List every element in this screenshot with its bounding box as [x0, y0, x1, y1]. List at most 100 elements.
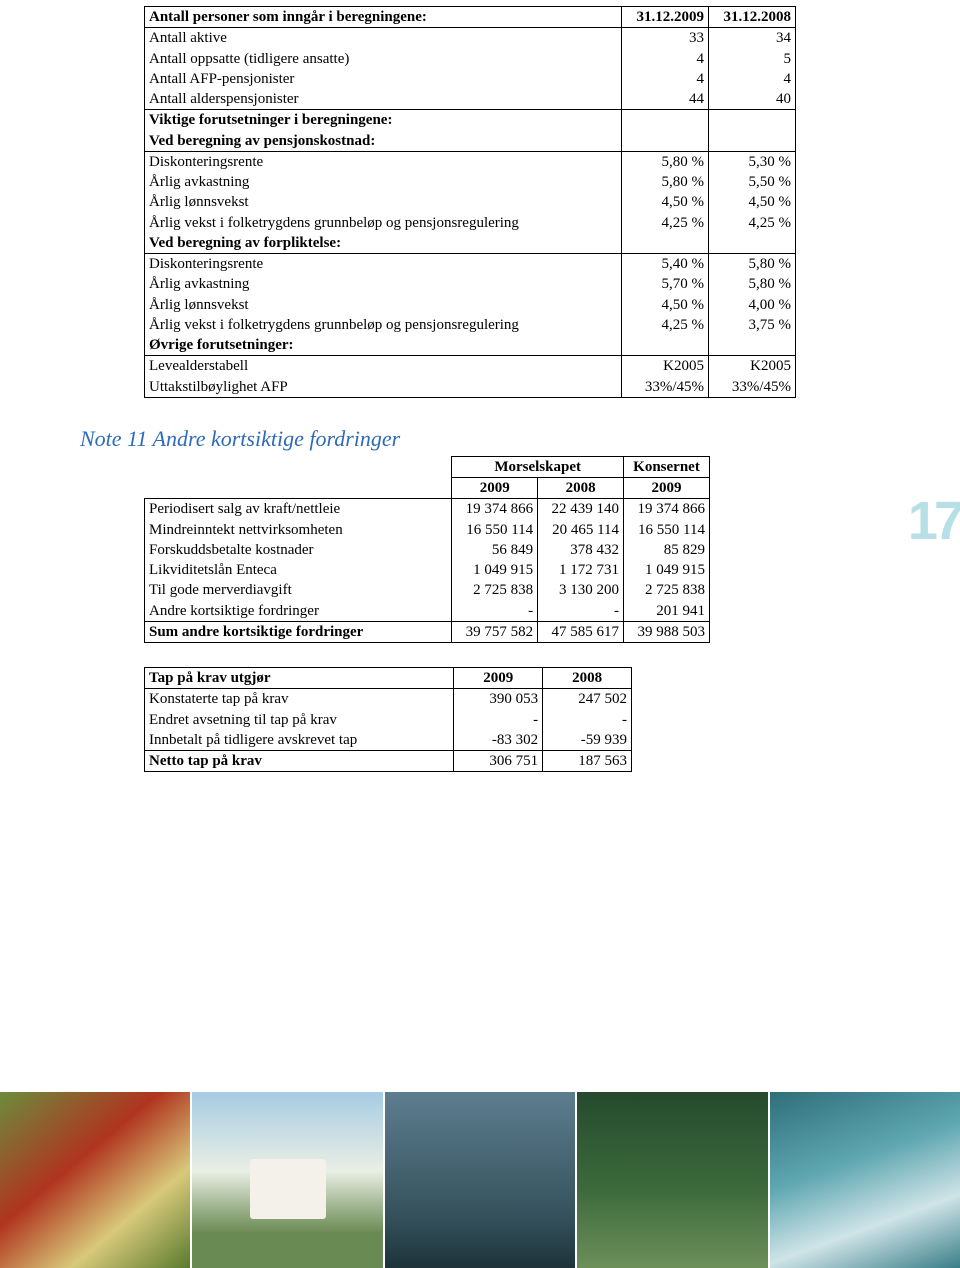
group-header-konsernet: Konsernet [624, 456, 710, 477]
table-cell: K2005 [622, 356, 709, 377]
table-cell: 33%/45% [622, 377, 709, 398]
table-cell: 1 049 915 [452, 560, 538, 580]
table-cell: 85 829 [624, 540, 710, 560]
page-number-badge: 17 [908, 490, 960, 552]
table-cell: 4,00 % [709, 295, 796, 315]
table-cell: Levealderstabell [145, 356, 622, 377]
losses-header-label: Tap på krav utgjør [145, 668, 454, 689]
table-cell: 1 049 915 [624, 560, 710, 580]
table-cell: Endret avsetning til tap på krav [145, 710, 454, 730]
table-cell: 4,50 % [709, 192, 796, 212]
table-cell: 5,40 % [622, 254, 709, 275]
table-cell: 5,30 % [709, 151, 796, 172]
sum-cell: 39 988 503 [624, 621, 710, 642]
section-heading: Ved beregning av forpliktelse: [145, 233, 622, 254]
table-cell: 5,80 % [622, 151, 709, 172]
col-header: 2008 [538, 478, 624, 499]
pension-header-label: Antall personer som inngår i beregningen… [145, 7, 622, 28]
table-cell [709, 110, 796, 131]
table-cell: -59 939 [543, 730, 632, 751]
table-cell: 19 374 866 [624, 499, 710, 520]
table-cell: 22 439 140 [538, 499, 624, 520]
pension-header-c2: 31.12.2008 [709, 7, 796, 28]
section-heading: Viktige forutsetninger i beregningene: [145, 110, 622, 131]
table-cell: -83 302 [454, 730, 543, 751]
table-cell: 4,25 % [622, 213, 709, 233]
table-cell: Antall aktive [145, 28, 622, 49]
table-cell: Andre kortsiktige fordringer [145, 601, 452, 622]
table-cell: Innbetalt på tidligere avskrevet tap [145, 730, 454, 751]
pension-header-c1: 31.12.2009 [622, 7, 709, 28]
table-cell: 40 [709, 89, 796, 110]
table-cell: 4,25 % [709, 213, 796, 233]
receivables-table: Morselskapet Konsernet 2009 2008 2009 Pe… [144, 456, 710, 643]
table-cell: Konstaterte tap på krav [145, 689, 454, 710]
table-cell: Årlig avkastning [145, 274, 622, 294]
table-cell: - [538, 601, 624, 622]
table-cell: Antall oppsatte (tidligere ansatte) [145, 49, 622, 69]
footer-photo-strip [0, 1092, 960, 1268]
table-cell: - [543, 710, 632, 730]
table-cell: 247 502 [543, 689, 632, 710]
table-cell: 5,80 % [709, 274, 796, 294]
page-root: Antall personer som inngår i beregningen… [0, 0, 960, 772]
footer-photo-icon [385, 1092, 577, 1268]
section-heading: Ved beregning av pensjonskostnad: [145, 131, 622, 152]
table-cell: 16 550 114 [452, 520, 538, 540]
table-cell: 2 725 838 [624, 580, 710, 600]
pension-table-wrap: Antall personer som inngår i beregningen… [144, 6, 796, 398]
table-cell: Diskonteringsrente [145, 151, 622, 172]
footer-photo-icon [0, 1092, 192, 1268]
table-cell [145, 456, 452, 477]
table-cell: Årlig lønnsvekst [145, 192, 622, 212]
table-cell: 20 465 114 [538, 520, 624, 540]
sum-cell: 47 585 617 [538, 621, 624, 642]
table-cell [622, 233, 709, 254]
table-cell: 1 172 731 [538, 560, 624, 580]
table-cell [709, 335, 796, 356]
losses-header-c2: 2008 [543, 668, 632, 689]
note-title: Note 11 Andre kortsiktige fordringer [80, 426, 960, 452]
table-cell: 4,50 % [622, 192, 709, 212]
table-cell [622, 131, 709, 152]
table-cell: 4 [709, 69, 796, 89]
table-cell: Antall AFP-pensjonister [145, 69, 622, 89]
table-cell: 5,80 % [622, 172, 709, 192]
table-cell: 4,50 % [622, 295, 709, 315]
sum-cell: 306 751 [454, 751, 543, 772]
table-cell: Årlig lønnsvekst [145, 295, 622, 315]
table-cell: K2005 [709, 356, 796, 377]
table-cell: Diskonteringsrente [145, 254, 622, 275]
table-cell: 2 725 838 [452, 580, 538, 600]
table-cell: Til gode merverdiavgift [145, 580, 452, 600]
table-cell: 33 [622, 28, 709, 49]
table-cell: 5,70 % [622, 274, 709, 294]
table-cell: 5,50 % [709, 172, 796, 192]
table-cell: 56 849 [452, 540, 538, 560]
losses-header-c1: 2009 [454, 668, 543, 689]
sum-cell: 187 563 [543, 751, 632, 772]
table-cell: 44 [622, 89, 709, 110]
section-heading: Øvrige forutsetninger: [145, 335, 622, 356]
table-cell: 34 [709, 28, 796, 49]
table-cell: Årlig vekst i folketrygdens grunnbeløp o… [145, 315, 622, 335]
footer-photo-icon [192, 1092, 384, 1268]
table-cell: 4 [622, 49, 709, 69]
table-cell: 5 [709, 49, 796, 69]
table-cell: 4,25 % [622, 315, 709, 335]
table-cell: 33%/45% [709, 377, 796, 398]
table-cell: 5,80 % [709, 254, 796, 275]
table-cell [145, 478, 452, 499]
table-cell [709, 131, 796, 152]
sum-cell: 39 757 582 [452, 621, 538, 642]
table-cell: Forskuddsbetalte kostnader [145, 540, 452, 560]
footer-photo-icon [770, 1092, 960, 1268]
table-cell: Antall alderspensjonister [145, 89, 622, 110]
table-cell: 201 941 [624, 601, 710, 622]
losses-table: Tap på krav utgjør 2009 2008 Konstaterte… [144, 667, 632, 772]
sum-label: Netto tap på krav [145, 751, 454, 772]
group-header-morselskapet: Morselskapet [452, 456, 624, 477]
table-cell: 4 [622, 69, 709, 89]
table-cell: 3 130 200 [538, 580, 624, 600]
table-cell [622, 335, 709, 356]
